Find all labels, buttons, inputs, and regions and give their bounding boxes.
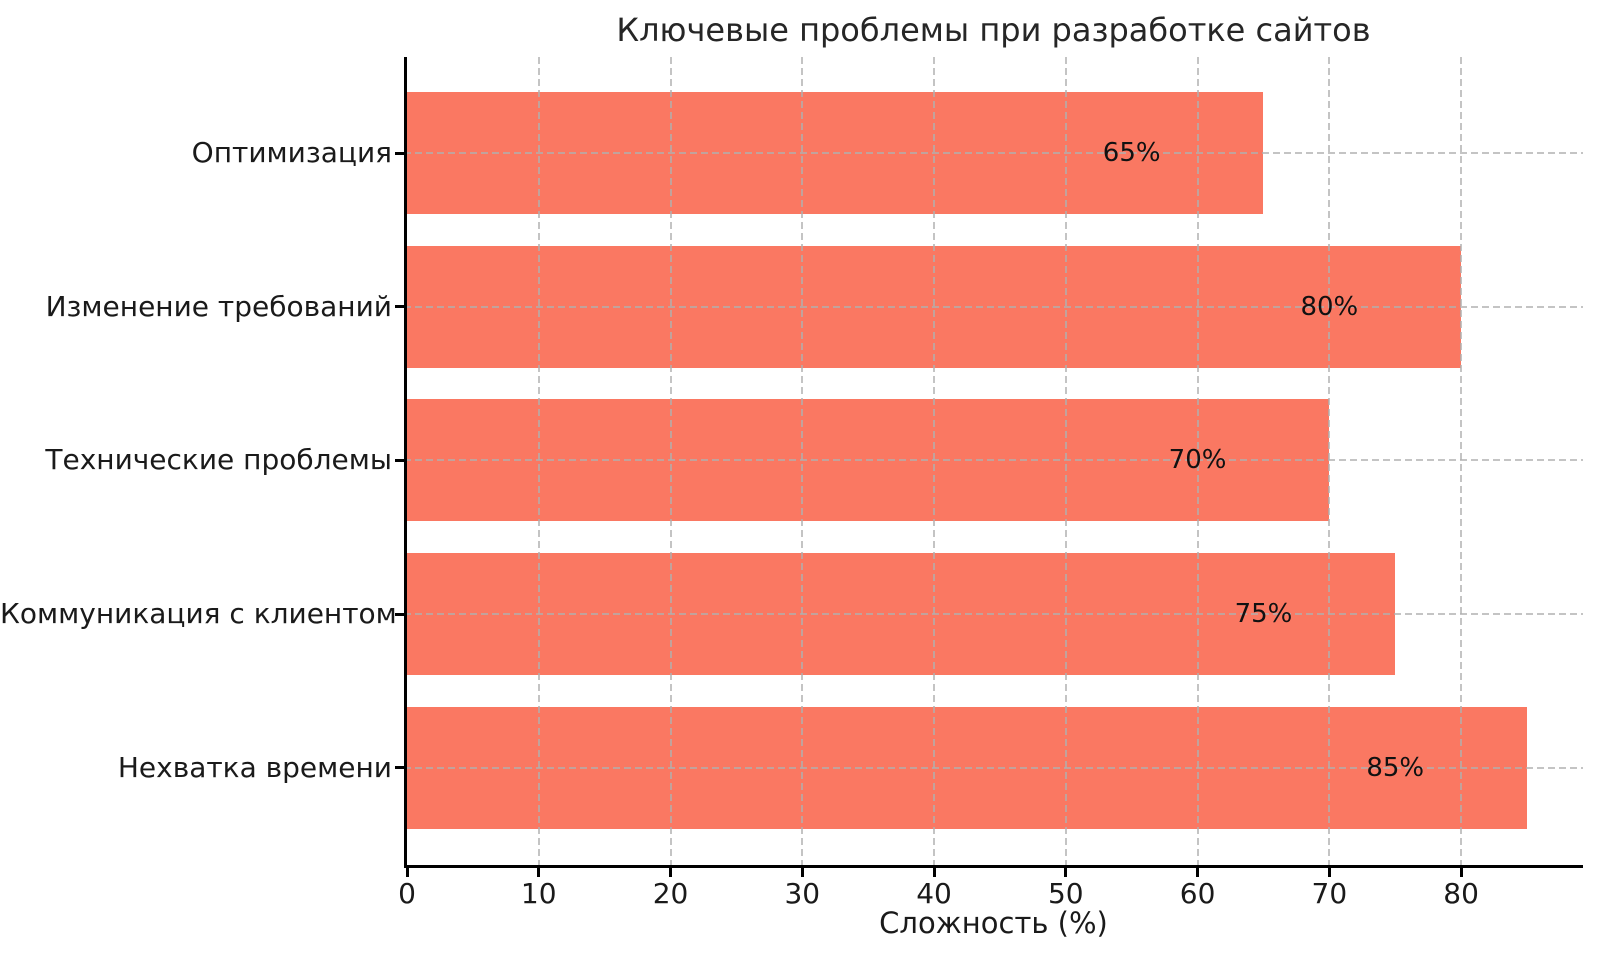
bar-value-label: 65% xyxy=(1102,138,1161,168)
x-tick xyxy=(1064,868,1068,877)
y-tick xyxy=(395,458,404,462)
y-tick-label: Изменение требований xyxy=(45,289,392,323)
x-tick xyxy=(1327,868,1331,877)
x-tick xyxy=(800,868,804,877)
gridline-vertical xyxy=(1460,57,1463,868)
x-tick xyxy=(669,868,673,877)
y-tick-label: Оптимизация xyxy=(191,136,392,169)
x-tick xyxy=(1196,868,1200,877)
x-tick-label: 70 xyxy=(1311,877,1348,910)
x-axis-title: Сложность (%) xyxy=(879,906,1108,940)
gridline-vertical xyxy=(1328,57,1331,868)
plot-area: 65% 80% 70% 75% 85% xyxy=(404,57,1583,868)
x-tick xyxy=(932,868,936,877)
bar-value-label: 70% xyxy=(1168,445,1227,476)
gridline-horizontal xyxy=(404,613,1583,616)
x-tick-label: 10 xyxy=(520,877,557,910)
chart-title: Ключевые проблемы при разработке сайтов xyxy=(616,11,1371,49)
x-tick-label: 60 xyxy=(1179,877,1216,910)
y-tick xyxy=(395,151,404,155)
x-tick-label: 0 xyxy=(398,877,416,910)
gridline-horizontal xyxy=(404,152,1583,154)
x-tick xyxy=(1459,868,1463,877)
x-tick-label: 50 xyxy=(1047,877,1084,910)
x-tick-label: 30 xyxy=(784,877,821,910)
x-tick xyxy=(405,868,409,877)
y-tick xyxy=(395,612,404,616)
y-tick-label: Коммуникация с клиентом xyxy=(0,597,397,631)
y-tick-label: Нехватка времени xyxy=(117,750,392,784)
gridline-horizontal xyxy=(404,766,1583,769)
y-axis-spine xyxy=(404,57,407,868)
x-axis-spine xyxy=(404,865,1583,868)
gridline-vertical xyxy=(1064,57,1067,868)
y-tick xyxy=(395,766,404,770)
y-tick-label: Технические проблемы xyxy=(45,443,392,477)
bar-value-label: 75% xyxy=(1234,599,1293,630)
x-tick xyxy=(537,868,541,877)
bar-value-label: 80% xyxy=(1300,291,1359,322)
x-tick-label: 40 xyxy=(916,877,952,910)
x-tick-label: 20 xyxy=(652,877,689,910)
gridline-horizontal xyxy=(404,305,1583,308)
y-tick xyxy=(395,305,404,309)
gridline-horizontal xyxy=(404,459,1583,462)
gridline-vertical xyxy=(537,57,540,868)
gridline-vertical xyxy=(801,57,804,868)
gridline-vertical xyxy=(1196,57,1199,868)
x-tick-label: 80 xyxy=(1443,877,1479,910)
gridline-vertical xyxy=(933,57,936,868)
bar-value-label: 85% xyxy=(1366,752,1425,783)
gridline-vertical xyxy=(669,57,672,868)
